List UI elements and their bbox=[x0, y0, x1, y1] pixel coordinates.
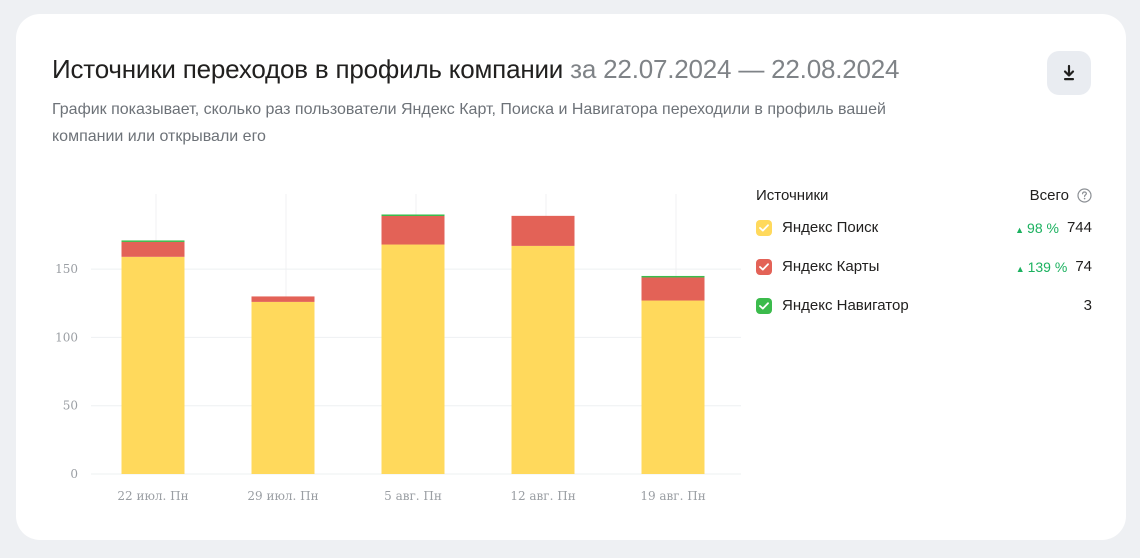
y-tick-label: 50 bbox=[63, 399, 78, 413]
y-tick-label: 0 bbox=[70, 467, 78, 481]
legend-item[interactable]: Яндекс Навигатор 3 bbox=[756, 286, 1092, 325]
checkbox-checked-icon[interactable] bbox=[756, 258, 772, 275]
title-text: Источники переходов в профиль компании bbox=[52, 54, 564, 84]
bar-segment bbox=[121, 241, 185, 257]
bar-segment bbox=[641, 300, 705, 474]
card-title: Источники переходов в профиль компании з… bbox=[52, 54, 899, 85]
bar-segment bbox=[121, 256, 185, 474]
bar-segment bbox=[641, 277, 705, 301]
legend-item-name: Яндекс Навигатор bbox=[782, 297, 909, 314]
legend-item-total: 74 bbox=[1075, 258, 1092, 275]
bar-segment bbox=[511, 245, 575, 474]
legend-item-total: 3 bbox=[1083, 297, 1092, 314]
x-tick-label: 29 июл. Пн bbox=[247, 489, 318, 503]
legend-item[interactable]: Яндекс Поиск ▲ 98 % 744 bbox=[756, 208, 1092, 247]
bar-segment bbox=[511, 215, 575, 246]
bar-segment bbox=[381, 244, 445, 474]
card-description: График показывает, сколько раз пользоват… bbox=[52, 101, 886, 145]
y-tick-label: 100 bbox=[55, 330, 78, 344]
legend-sources-label: Источники bbox=[756, 186, 829, 204]
x-tick-label: 22 июл. Пн bbox=[117, 489, 188, 503]
triangle-up-icon: ▲ bbox=[1015, 224, 1025, 235]
title-period: за 22.07.2024 — 22.08.2024 bbox=[570, 54, 900, 84]
download-button[interactable] bbox=[1047, 51, 1091, 95]
checkbox-checked-icon[interactable] bbox=[756, 297, 772, 314]
bar-segment bbox=[381, 214, 445, 216]
bar-segment bbox=[381, 215, 445, 245]
bar-segment bbox=[641, 275, 705, 278]
legend-item-delta: ▲ 98 % bbox=[1015, 220, 1059, 236]
legend-item-delta: ▲ 139 % bbox=[1016, 259, 1068, 275]
x-tick-label: 12 авг. Пн bbox=[510, 489, 575, 503]
sources-card: Источники переходов в профиль компании з… bbox=[16, 14, 1126, 540]
bar-segment bbox=[251, 296, 315, 302]
legend-total-label: Всего bbox=[1029, 186, 1069, 204]
legend-rows: Яндекс Поиск ▲ 98 % 744 Яндекс Карты ▲ 139 % 74… bbox=[756, 208, 1092, 325]
legend-item-total: 744 bbox=[1066, 219, 1092, 236]
legend-header: Источники Всего bbox=[756, 182, 1092, 208]
legend: Источники Всего Яндекс Поиск ▲ 98 % 744 Янде… bbox=[756, 182, 1092, 325]
stacked-bar-chart: 0 50 100 150 22 июл. Пн 29 июл. Пн 5 авг. Пн 12… bbox=[55, 194, 741, 503]
bar-segment bbox=[251, 301, 315, 474]
legend-item-name: Яндекс Карты bbox=[782, 258, 880, 275]
legend-item-name: Яндекс Поиск bbox=[782, 219, 879, 236]
legend-item-delta-value: 139 % bbox=[1027, 258, 1068, 275]
bar-segment bbox=[121, 240, 185, 242]
legend-item-delta-value: 98 % bbox=[1027, 219, 1059, 236]
y-tick-label: 150 bbox=[55, 262, 78, 276]
chart-area: 0 50 100 150 22 июл. Пн 29 июл. Пн 5 авг. Пн 12… bbox=[36, 184, 746, 514]
checkbox-checked-icon[interactable] bbox=[756, 219, 772, 236]
x-tick-label: 5 авг. Пн bbox=[384, 489, 442, 503]
download-icon bbox=[1063, 64, 1075, 81]
triangle-up-icon: ▲ bbox=[1015, 263, 1025, 274]
question-circle-icon[interactable] bbox=[1077, 187, 1092, 203]
legend-item[interactable]: Яндекс Карты ▲ 139 % 74 bbox=[756, 247, 1092, 286]
x-tick-label: 19 авг. Пн bbox=[640, 489, 705, 503]
